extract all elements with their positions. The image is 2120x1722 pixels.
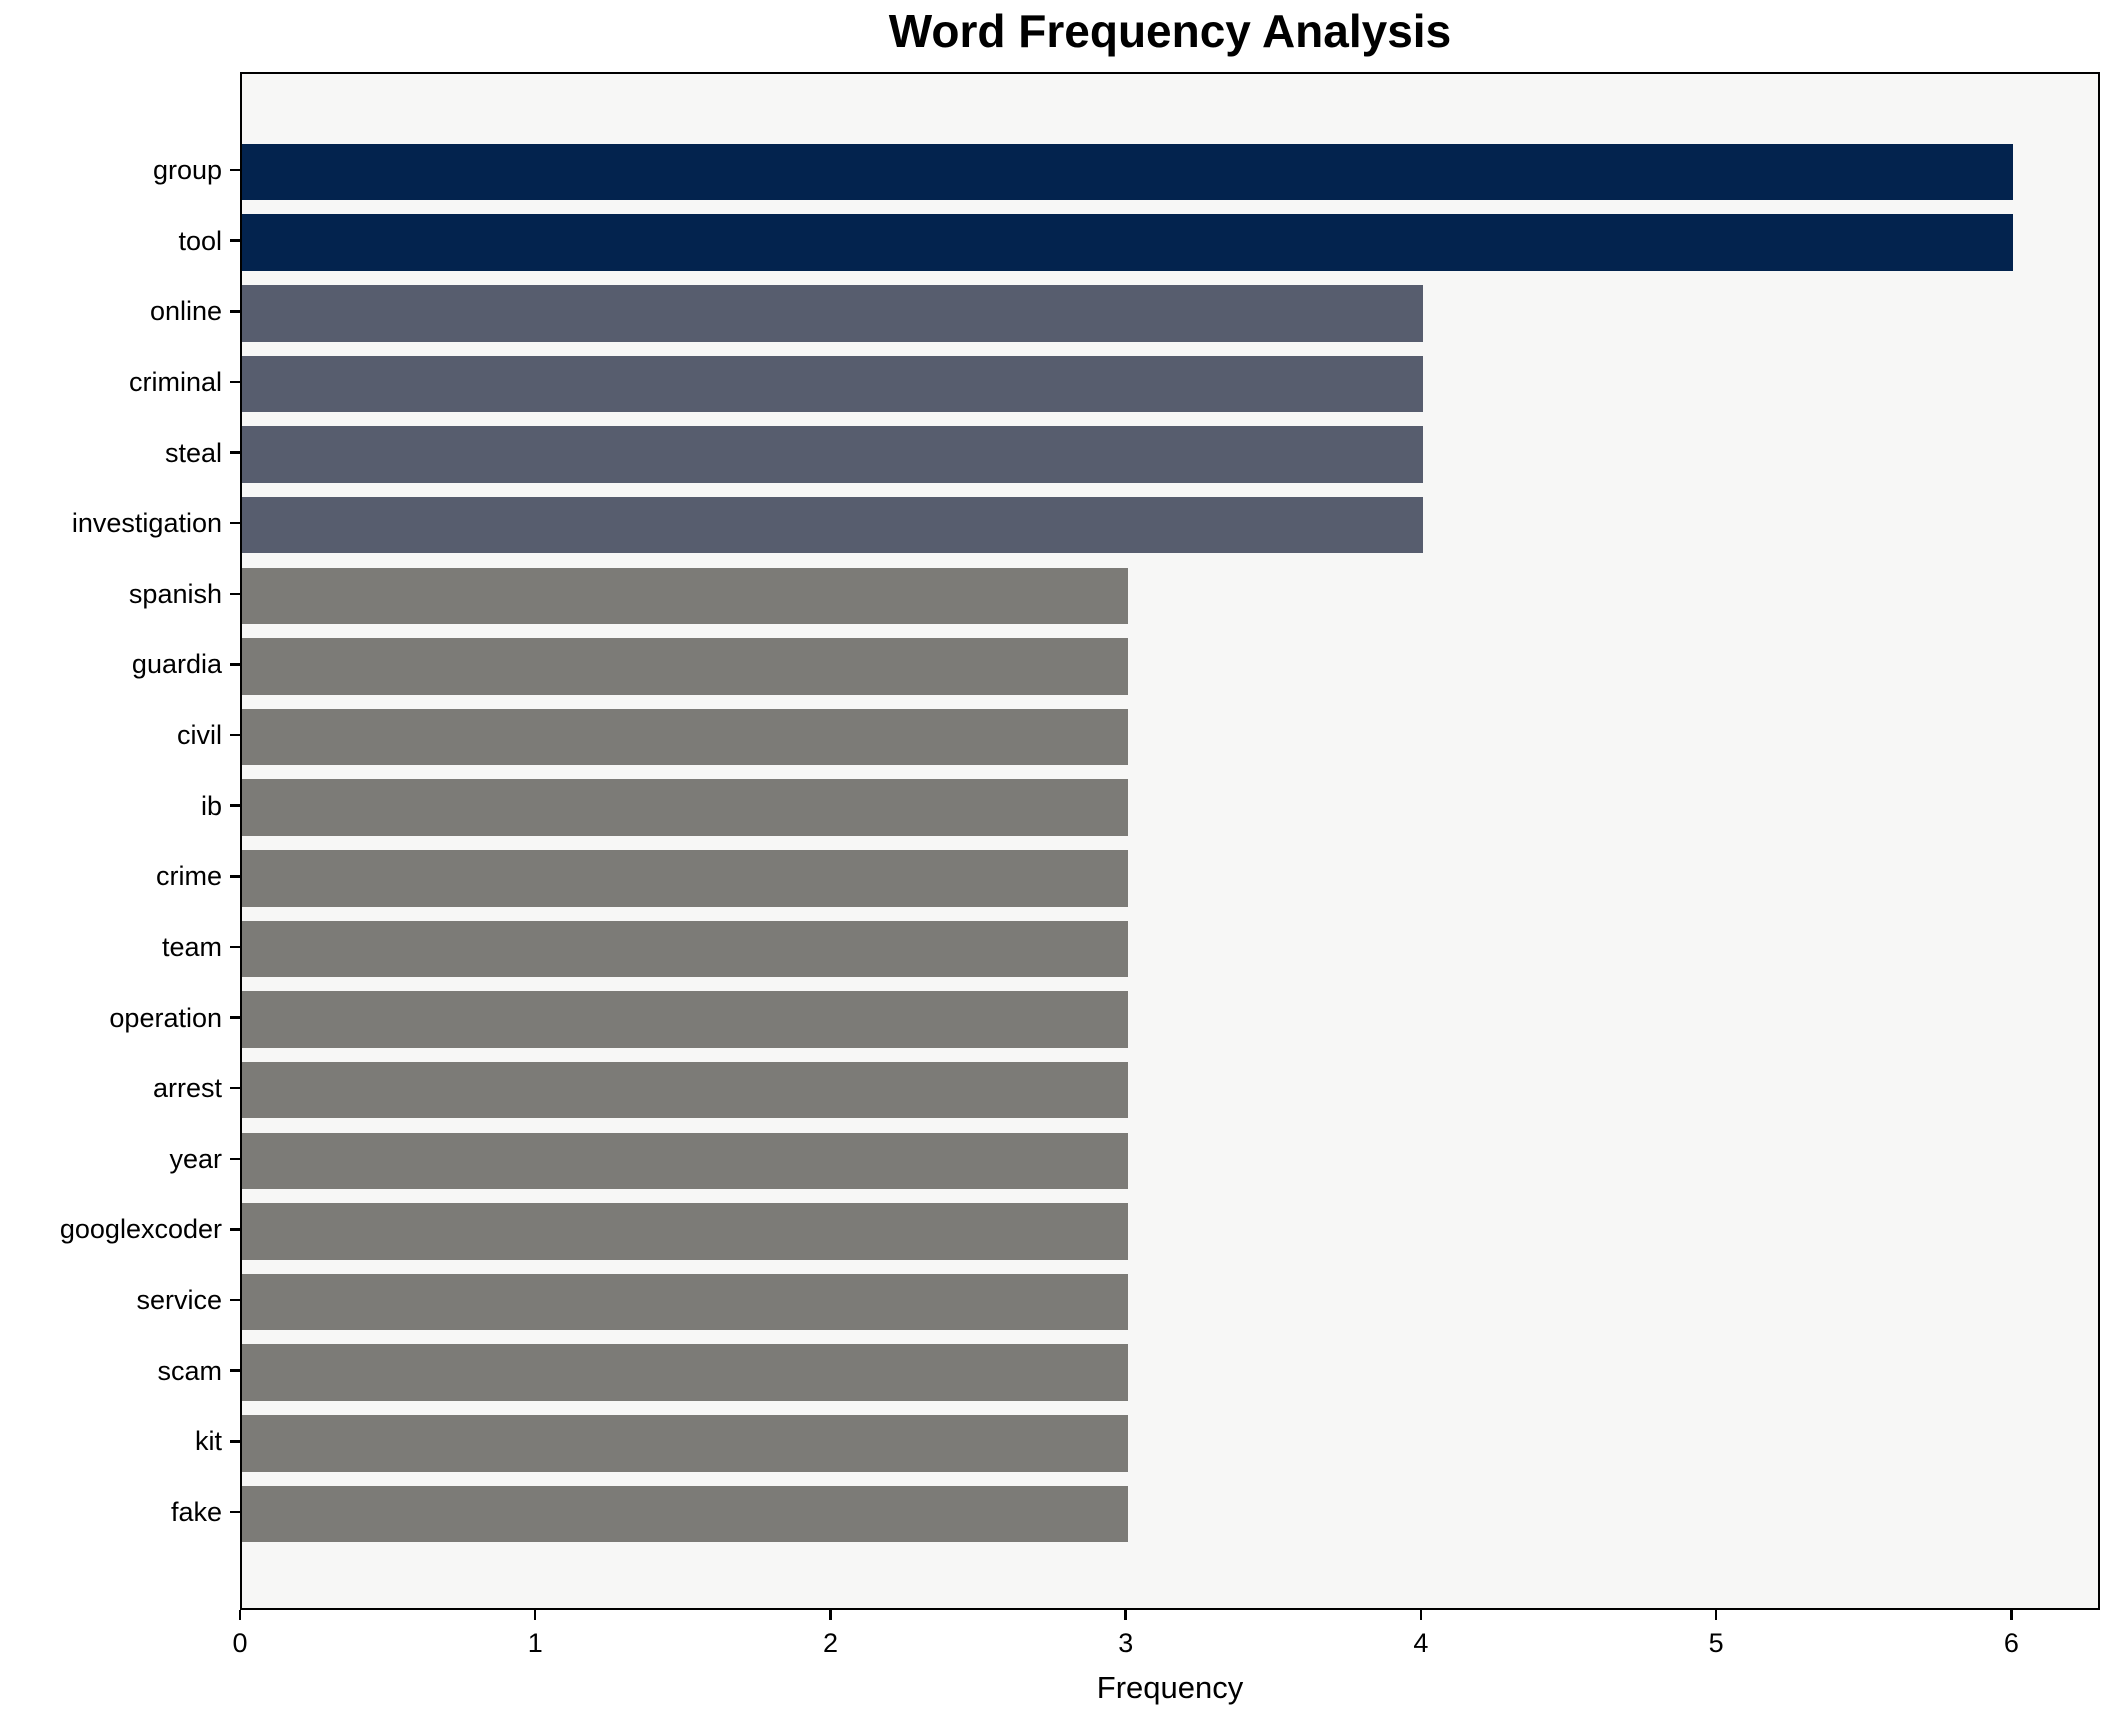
y-tick [230,310,240,313]
y-tick [230,380,240,384]
x-tick-label: 1 [527,1628,543,1658]
x-tick [533,1610,537,1620]
bar [242,567,1128,625]
plot-area [240,72,2100,1610]
x-tick [238,1610,242,1620]
bar [242,1203,1128,1260]
y-tick [230,168,240,172]
y-tick [230,239,240,242]
y-tick-label: googlexcoder [59,1214,222,1245]
y-tick [230,663,240,666]
bar [242,638,1128,695]
y-tick [230,1369,240,1372]
y-tick [230,875,240,878]
bar [242,426,1423,483]
y-tick-label: team [161,931,222,962]
x-tick-label: 4 [1413,1628,1429,1658]
y-tick [230,592,240,596]
x-tick-label: 5 [1708,1628,1724,1658]
y-tick-label: operation [109,1002,222,1033]
y-tick [230,804,240,807]
y-tick-label: tool [178,225,222,256]
bar [242,920,1128,978]
bar [242,1132,1128,1190]
y-tick [230,451,240,454]
y-tick-label: group [152,155,222,185]
x-tick-label: 2 [822,1628,838,1658]
bar [242,496,1423,554]
bar [242,779,1128,836]
y-tick-label: service [136,1285,222,1316]
bar [242,1273,1128,1331]
bar [242,143,2014,201]
y-tick-label: fake [170,1497,222,1527]
y-tick-label: investigation [71,508,222,539]
x-tick [2010,1610,2013,1620]
y-tick [230,1228,240,1231]
x-tick [829,1610,832,1620]
y-tick [230,1510,240,1514]
y-tick [230,1298,240,1302]
y-tick [230,521,240,525]
y-tick [230,945,240,949]
x-tick-label: 6 [2003,1628,2019,1658]
y-tick-label: steal [164,437,222,468]
y-tick [230,733,240,737]
bar [242,1485,1128,1543]
x-tick [1419,1610,1423,1620]
y-tick [230,1157,240,1161]
y-tick-label: arrest [152,1073,222,1104]
y-tick [230,1086,240,1090]
x-tick-label: 0 [232,1628,248,1658]
bar [242,1344,1128,1401]
bar [242,708,1128,766]
x-tick-label: 3 [1118,1628,1134,1658]
y-tick-label: spanish [128,578,222,609]
y-tick [230,1440,240,1443]
chart-title: Word Frequency Analysis [888,5,1452,57]
y-tick-label: crime [156,861,222,892]
y-tick-label: year [169,1143,222,1174]
bar [242,991,1128,1048]
x-tick [1714,1610,1718,1620]
y-tick-label: ib [200,790,222,821]
y-tick-label: guardia [131,649,222,680]
y-tick-label: civil [177,720,222,751]
y-tick-label: scam [157,1355,222,1386]
bar [242,285,1423,342]
bar [242,1061,1128,1119]
bar [242,1415,1128,1472]
bar [242,355,1423,413]
y-tick-label: kit [195,1426,222,1457]
y-tick-label: criminal [128,366,222,397]
bar [242,214,2014,271]
x-tick [1124,1610,1127,1620]
bar [242,850,1128,907]
y-tick [230,1016,240,1019]
y-tick-label: online [149,296,222,327]
x-axis-label: Frequency [1096,1670,1244,1705]
